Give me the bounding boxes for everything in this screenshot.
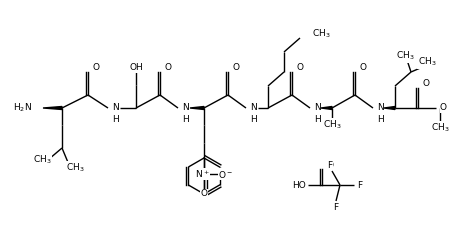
Text: CH$_3$: CH$_3$ — [66, 162, 84, 174]
Text: HO: HO — [292, 181, 306, 189]
Text: N: N — [250, 103, 257, 112]
Text: H: H — [112, 116, 119, 124]
Text: F: F — [327, 161, 333, 169]
Polygon shape — [43, 106, 62, 109]
Text: O: O — [296, 62, 304, 71]
Text: O: O — [232, 62, 240, 71]
Text: N: N — [377, 103, 384, 112]
Text: CH$_3$: CH$_3$ — [418, 56, 436, 68]
Text: H: H — [250, 116, 257, 124]
Text: OH: OH — [129, 63, 143, 73]
Polygon shape — [384, 106, 395, 109]
Text: N: N — [182, 103, 189, 112]
Text: O: O — [440, 103, 447, 112]
Text: CH$_3$: CH$_3$ — [396, 50, 415, 62]
Text: N$^+$: N$^+$ — [195, 168, 209, 180]
Text: O: O — [201, 189, 207, 199]
Text: O: O — [164, 62, 172, 71]
Polygon shape — [321, 106, 332, 109]
Text: O: O — [360, 62, 366, 71]
Text: CH$_3$: CH$_3$ — [33, 154, 51, 166]
Text: N: N — [314, 103, 321, 112]
Text: O$^-$: O$^-$ — [218, 168, 233, 180]
Text: N: N — [112, 103, 119, 112]
Text: H: H — [377, 116, 384, 124]
Text: O: O — [93, 62, 99, 71]
Text: CH$_3$: CH$_3$ — [431, 122, 449, 134]
Text: H$_2$N: H$_2$N — [13, 102, 32, 114]
Text: H: H — [314, 116, 321, 124]
Text: H: H — [182, 116, 189, 124]
Text: F: F — [333, 203, 339, 211]
Text: O: O — [326, 161, 334, 169]
Polygon shape — [190, 106, 204, 109]
Text: O: O — [423, 79, 429, 87]
Text: CH$_3$: CH$_3$ — [323, 119, 341, 131]
Text: F: F — [357, 181, 363, 189]
Text: CH$_3$: CH$_3$ — [312, 28, 331, 40]
